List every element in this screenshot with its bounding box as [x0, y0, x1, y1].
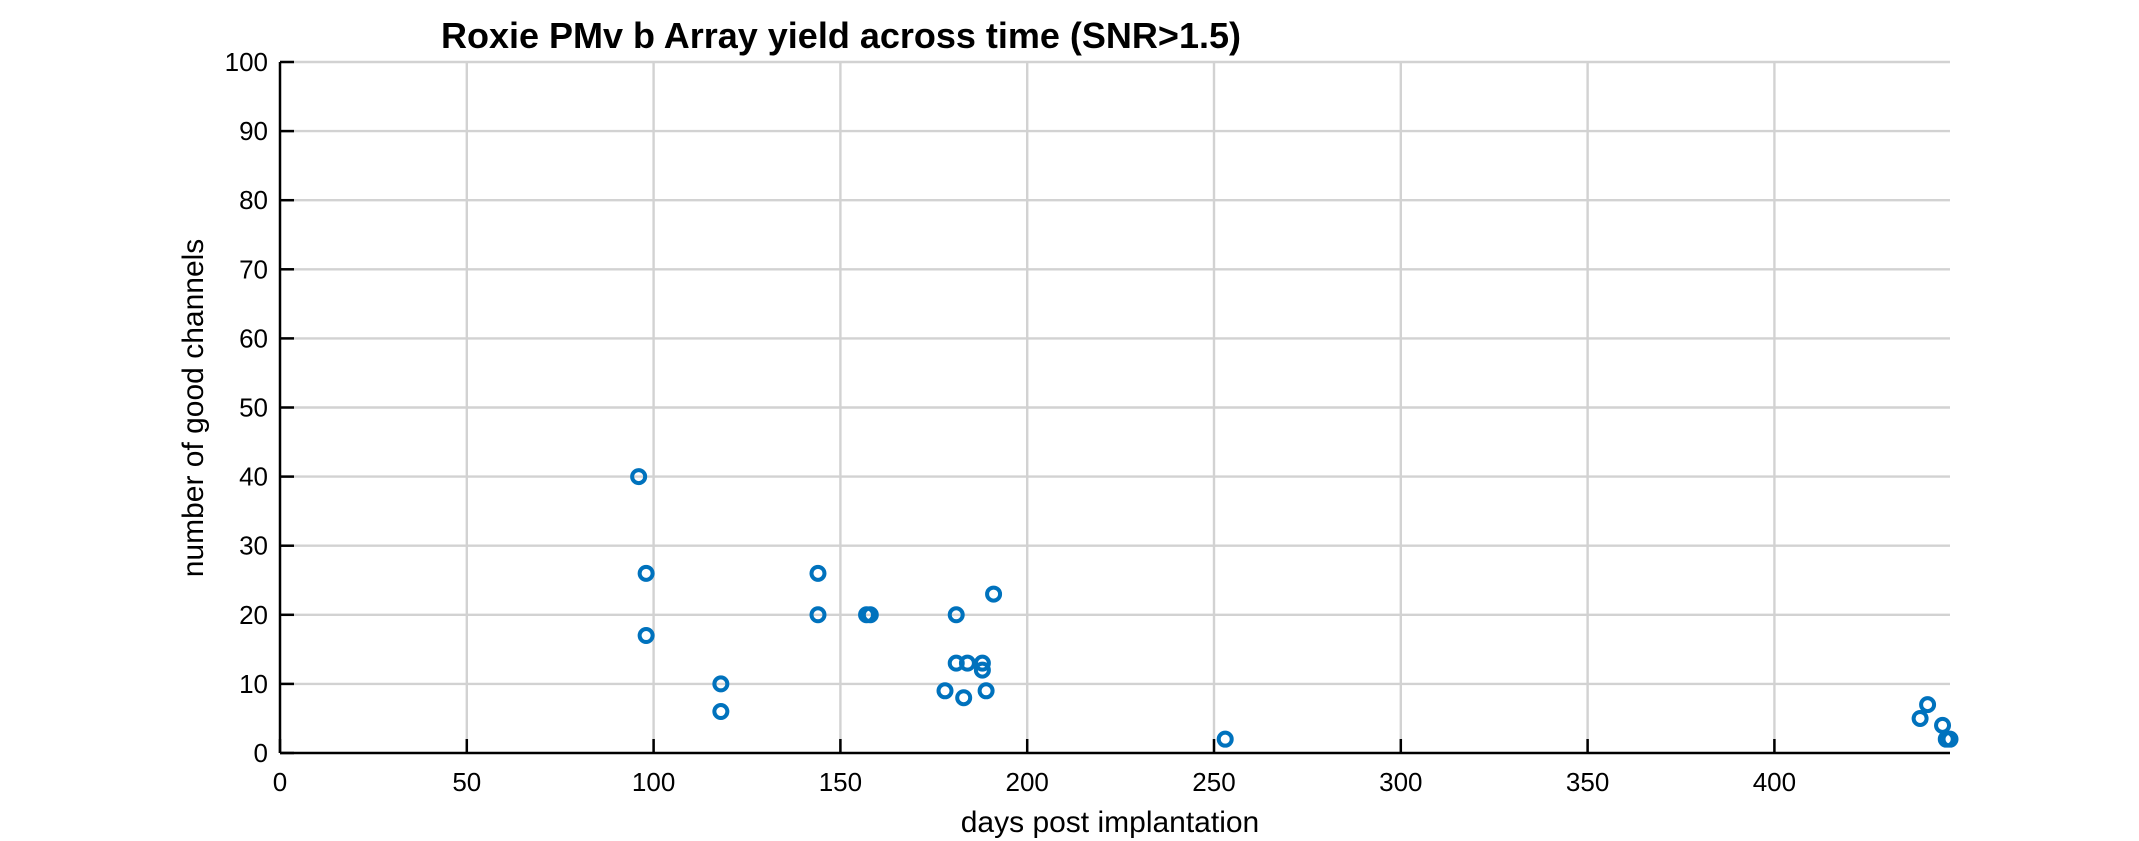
- scatter-point: [973, 654, 991, 672]
- x-tick-label: 400: [1753, 767, 1796, 797]
- x-tick-label: 100: [632, 767, 675, 797]
- y-tick-label: 20: [239, 600, 268, 630]
- x-tick-label: 0: [273, 767, 287, 797]
- scatter-point: [1934, 716, 1952, 734]
- scatter-point: [637, 627, 655, 645]
- scatter-point: [1216, 730, 1234, 748]
- scatter-point: [1941, 730, 1959, 748]
- scatter-point: [630, 468, 648, 486]
- y-tick-label: 60: [239, 323, 268, 353]
- scatter-point: [936, 682, 954, 700]
- scatter-point: [861, 606, 879, 624]
- tick-labels: 0 10 20 30 40 50 60 70 80 90 100 0 50 100 150 200 250 300…: [225, 47, 1796, 797]
- x-axis-label: days post implantation: [961, 806, 1260, 839]
- scatter-point: [809, 564, 827, 582]
- scatter-point: [712, 675, 730, 693]
- scatter-point: [947, 606, 965, 624]
- scatter-point: [1911, 709, 1929, 727]
- scatter-point: [1919, 696, 1937, 714]
- axes: [278, 60, 1950, 755]
- x-tick-label: 200: [1006, 767, 1049, 797]
- scatter-point: [985, 585, 1003, 603]
- y-tick-label: 40: [239, 462, 268, 492]
- y-tick-label: 0: [254, 738, 268, 768]
- y-axis-label: number of good channels: [177, 239, 210, 578]
- y-tick-label: 50: [239, 393, 268, 423]
- scatter-point: [973, 661, 991, 679]
- scatter-point: [977, 682, 995, 700]
- data-points: [630, 468, 1959, 748]
- x-tick-label: 150: [819, 767, 862, 797]
- scatter-point: [637, 564, 655, 582]
- scatter-point: [809, 606, 827, 624]
- x-tick-label: 50: [452, 767, 481, 797]
- scatter-point: [955, 689, 973, 707]
- y-tick-label: 80: [239, 185, 268, 215]
- chart-title: Roxie PMv b Array yield across time (SNR…: [441, 15, 1241, 56]
- x-tick-label: 350: [1566, 767, 1609, 797]
- y-tick-label: 30: [239, 531, 268, 561]
- y-tick-label: 70: [239, 254, 268, 284]
- grid-lines: [280, 60, 1950, 753]
- scatter-point: [712, 703, 730, 721]
- y-tick-label: 100: [225, 47, 268, 77]
- y-tick-label: 10: [239, 669, 268, 699]
- x-tick-label: 250: [1192, 767, 1235, 797]
- scatter-point: [958, 654, 976, 672]
- x-tick-label: 300: [1379, 767, 1422, 797]
- y-tick-label: 90: [239, 116, 268, 146]
